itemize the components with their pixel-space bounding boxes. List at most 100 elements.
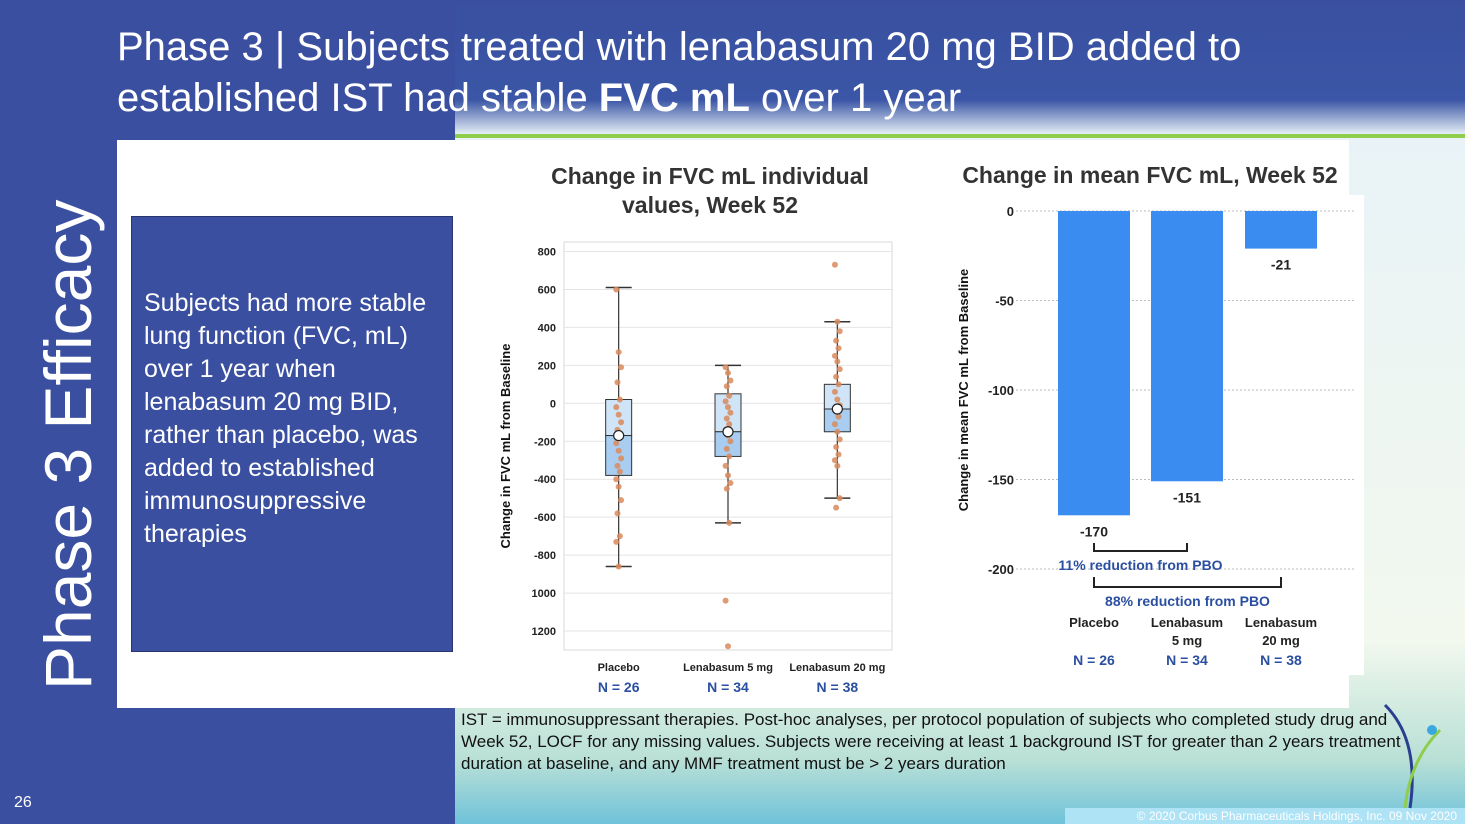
- y-tick-label: 800: [538, 246, 556, 258]
- data-point: [836, 436, 843, 443]
- y-tick-label: 600: [538, 284, 556, 296]
- data-point: [833, 337, 840, 344]
- y-tick-label: 1000: [532, 588, 556, 600]
- title-bold: FVC mL: [598, 76, 750, 120]
- data-point: [727, 409, 734, 416]
- data-point: [834, 358, 841, 365]
- accent-line: [455, 134, 1465, 138]
- y-tick-label: 0: [550, 398, 556, 410]
- bar-chart-title: Change in mean FVC mL, Week 52: [962, 162, 1338, 188]
- data-point: [727, 480, 734, 487]
- data-point: [723, 485, 730, 492]
- box-chart: 800 600 400 200 0 -200 -400 -600 -800 1000 1200 Cha…: [498, 234, 898, 695]
- data-point: [726, 392, 733, 399]
- data-point: [834, 428, 841, 435]
- data-point: [616, 396, 623, 403]
- data-point: [615, 483, 622, 490]
- annotation-bracket: [1093, 577, 1282, 588]
- summary-text: Subjects had more stable lung function (…: [144, 289, 427, 548]
- data-point: [831, 421, 838, 428]
- data-point: [723, 445, 730, 452]
- y-tick-label: 400: [538, 322, 556, 334]
- y-axis-label: Change in FVC mL from Baseline: [498, 344, 513, 549]
- data-point: [616, 468, 623, 475]
- data-point: [831, 457, 838, 464]
- y-tick-label: -200: [988, 562, 1014, 577]
- n-label: N = 38: [817, 679, 859, 695]
- data-point: [618, 419, 625, 426]
- data-point: [614, 462, 621, 469]
- slide-title: Phase 3 | Subjects treated with lenabasu…: [117, 22, 1437, 124]
- slide-number: 26: [14, 794, 32, 811]
- y-tick-label: 1200: [532, 626, 556, 638]
- bar: [1245, 211, 1317, 249]
- y-tick-label: -400: [534, 474, 556, 486]
- y-tick-label: -200: [534, 436, 556, 448]
- bar-chart: 0 -50 -100 -150 -200 Change in mean FVC mL fr…: [946, 195, 1364, 675]
- title-part2: over 1 year: [749, 76, 962, 120]
- box-chart-title: Change in FVC mL individual values, Week…: [551, 163, 869, 218]
- data-point: [725, 369, 731, 376]
- y-tick-label: -600: [534, 512, 556, 524]
- x-tick-label: Placebo: [598, 662, 640, 674]
- n-label: N = 34: [707, 679, 749, 695]
- data-point: [722, 398, 729, 405]
- data-point: [618, 364, 625, 371]
- data-point: [723, 383, 730, 390]
- data-point: [614, 379, 621, 386]
- y-tick-label: -150: [988, 473, 1014, 488]
- data-point: [727, 438, 734, 445]
- data-point: [726, 519, 733, 526]
- data-point: [726, 453, 733, 460]
- data-point: [833, 373, 840, 380]
- mean-marker: [613, 429, 625, 442]
- n-label: N = 26: [598, 679, 640, 695]
- x-tick-label-line2: 5 mg: [1172, 633, 1202, 648]
- y-tick-label: -100: [988, 383, 1014, 398]
- data-point: [722, 597, 729, 604]
- y-tick-label: 0: [1007, 204, 1014, 219]
- data-point: [618, 455, 625, 462]
- mean-marker: [831, 403, 843, 415]
- data-point: [833, 443, 840, 450]
- data-point: [835, 345, 842, 352]
- x-tick-label-line2: 20 mg: [1262, 633, 1300, 648]
- data-point: [836, 366, 843, 373]
- data-point: [835, 381, 842, 388]
- mean-marker: [722, 426, 734, 438]
- data-point: [614, 510, 621, 517]
- data-point: [618, 497, 625, 504]
- data-point: [722, 462, 729, 469]
- value-label: -21: [1271, 257, 1291, 273]
- data-point: [615, 563, 622, 570]
- data-point: [831, 388, 838, 395]
- data-point: [833, 504, 840, 511]
- value-label: -151: [1173, 489, 1201, 505]
- data-point: [725, 404, 731, 411]
- x-tick-label: Lenabasum: [1151, 615, 1223, 630]
- data-point: [834, 462, 841, 469]
- y-axis-label: Change in mean FVC mL from Baseline: [956, 269, 971, 511]
- x-tick-label: Lenabasum: [1245, 615, 1317, 630]
- x-tick-label: Lenabasum 20 mg: [789, 662, 885, 674]
- n-label: N = 38: [1260, 652, 1302, 668]
- n-label: N = 34: [1166, 652, 1208, 668]
- data-point: [725, 472, 731, 479]
- data-point: [616, 533, 623, 540]
- data-point: [615, 349, 622, 356]
- x-tick-label: Placebo: [1069, 615, 1119, 630]
- summary-box: Subjects had more stable lung function (…: [131, 216, 453, 652]
- y-tick-label: -50: [995, 294, 1014, 309]
- bar: [1151, 211, 1223, 482]
- data-point: [831, 261, 838, 268]
- data-point: [834, 396, 841, 403]
- data-point: [722, 364, 729, 371]
- company-logo-icon: [1383, 703, 1442, 809]
- data-point: [836, 495, 843, 502]
- data-point: [836, 328, 843, 335]
- annotation-label: 11% reduction from PBO: [1058, 557, 1222, 573]
- data-point: [834, 318, 841, 325]
- title-part1: Phase 3 | Subjects treated with lenabasu…: [117, 25, 1242, 120]
- bar: [1058, 211, 1130, 516]
- data-point: [615, 411, 622, 418]
